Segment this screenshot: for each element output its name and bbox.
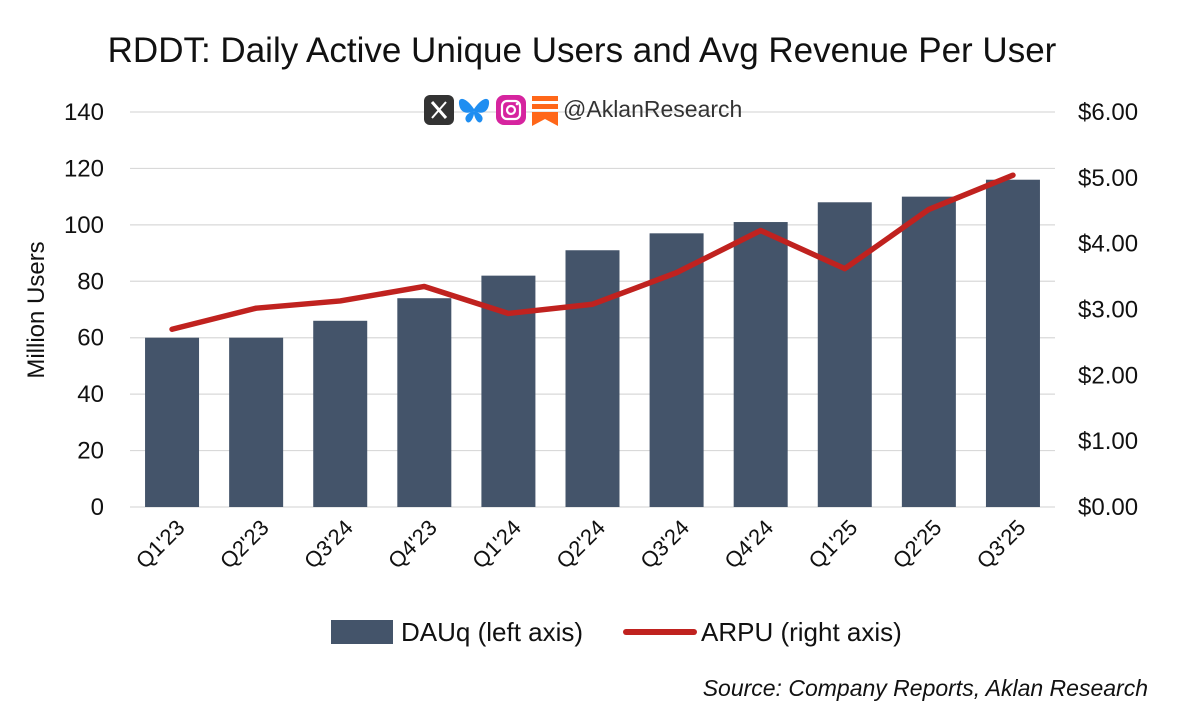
legend-item-dauq: DAUq (left axis)	[331, 617, 583, 647]
source-note: Source: Company Reports, Aklan Research	[703, 675, 1148, 701]
x-tick-label: Q1'25	[804, 515, 863, 574]
legend-item-arpu: ARPU (right axis)	[623, 617, 902, 647]
bluesky-butterfly-icon	[458, 98, 490, 123]
y2-tick-label: $1.00	[1078, 428, 1138, 455]
y2-tick-label: $0.00	[1078, 494, 1138, 521]
dauq-bar	[397, 298, 452, 507]
dauq-bar	[229, 337, 284, 507]
left-axis-ticks: 0 20 40 60 80 100 120 140	[64, 99, 104, 521]
bars	[145, 179, 1040, 508]
dauq-bar	[985, 179, 1040, 507]
right-axis-ticks: $0.00 $1.00 $2.00 $3.00 $4.00 $5.00 $6.00	[1078, 99, 1138, 521]
y-tick-label: 0	[91, 494, 104, 521]
y2-tick-label: $4.00	[1078, 231, 1138, 258]
dauq-bar	[565, 250, 620, 507]
x-logo-icon	[424, 95, 454, 125]
dauq-bar	[145, 337, 200, 507]
y2-tick-label: $2.00	[1078, 362, 1138, 389]
y2-tick-label: $3.00	[1078, 297, 1138, 324]
watermark-handle: @AklanResearch	[563, 96, 742, 122]
x-tick-label: Q4'23	[383, 515, 442, 574]
y2-tick-label: $6.00	[1078, 99, 1138, 126]
x-tick-label: Q2'25	[888, 515, 947, 574]
legend-label-arpu: ARPU (right axis)	[701, 617, 902, 647]
dauq-bar	[313, 320, 368, 507]
y-tick-label: 40	[77, 381, 104, 408]
watermark: @AklanResearch	[424, 95, 742, 126]
y2-tick-label: $5.00	[1078, 165, 1138, 192]
arpu-line	[169, 172, 1016, 332]
dauq-bar	[733, 222, 788, 508]
chart-title: RDDT: Daily Active Unique Users and Avg …	[108, 31, 1057, 70]
x-tick-label: Q1'23	[131, 515, 190, 574]
x-tick-label: Q3'24	[299, 515, 358, 574]
instagram-icon	[496, 95, 526, 125]
x-tick-label: Q3'24	[635, 515, 694, 574]
x-tick-label: Q2'24	[551, 515, 610, 574]
legend: DAUq (left axis) ARPU (right axis)	[331, 617, 902, 647]
dauq-bar	[901, 196, 956, 507]
y-tick-label: 120	[64, 155, 104, 182]
y-tick-label: 20	[77, 438, 104, 465]
x-tick-label: Q4'24	[720, 515, 779, 574]
x-tick-label: Q1'24	[467, 515, 526, 574]
dauq-bar	[817, 202, 872, 508]
category-axis-ticks: Q1'23 Q2'23 Q3'24 Q4'23 Q1'24 Q2'24 Q3'24 Q4'24…	[131, 515, 1031, 574]
y-axis-title: Million Users	[23, 241, 50, 378]
legend-label-dauq: DAUq (left axis)	[401, 617, 583, 647]
y-tick-label: 80	[77, 268, 104, 295]
y-tick-label: 100	[64, 212, 104, 239]
legend-swatch-bar	[331, 620, 393, 644]
y-tick-label: 140	[64, 99, 104, 126]
x-tick-label: Q3'25	[972, 515, 1031, 574]
y-tick-label: 60	[77, 325, 104, 352]
x-tick-label: Q2'23	[215, 515, 274, 574]
substack-icon	[532, 96, 558, 126]
